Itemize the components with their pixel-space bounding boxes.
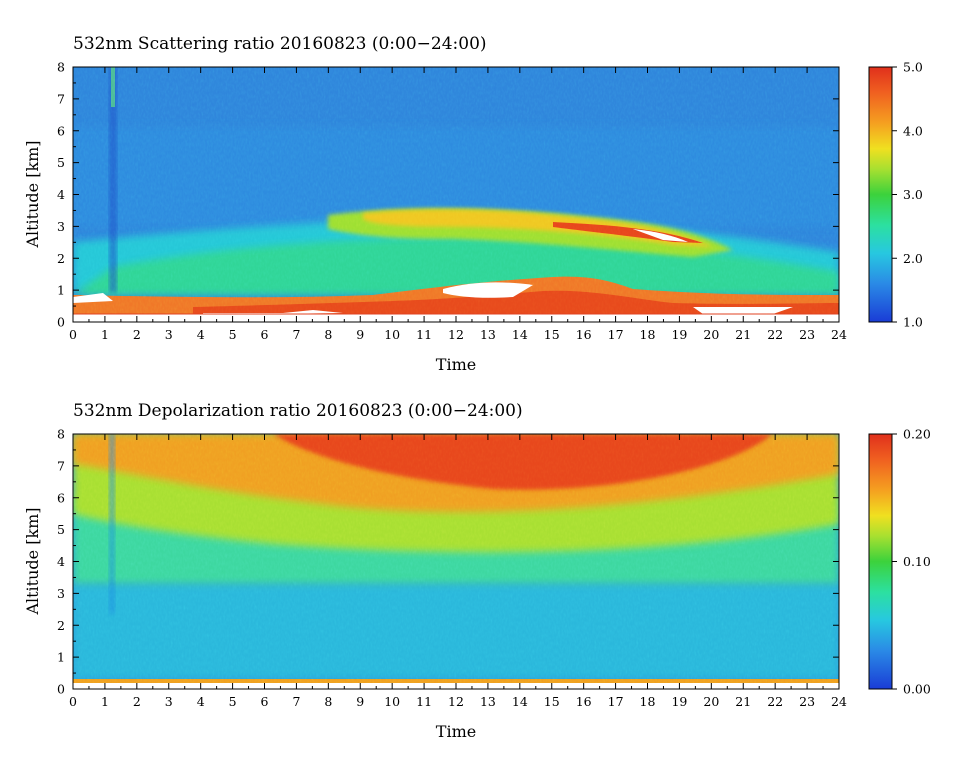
x-tick-label: 12 (448, 694, 464, 709)
x-tick-label: 16 (576, 327, 592, 342)
x-tick-label: 20 (703, 694, 719, 709)
colorbar-gradient (868, 66, 893, 323)
plot-area (72, 66, 840, 323)
y-axis-label: Altitude [km] (23, 507, 42, 615)
y-tick-label: 8 (57, 60, 65, 75)
colorbar: 0.00 0.10 0.20 (868, 427, 931, 697)
x-tick-label: 15 (544, 694, 560, 709)
colorbar-tick-label: 0.10 (903, 554, 931, 569)
x-tick-label: 5 (229, 694, 237, 709)
x-tick-label: 13 (480, 694, 496, 709)
x-tick-label: 11 (416, 694, 432, 709)
colorbar-tick-label: 5.0 (903, 60, 923, 75)
x-tick-label: 2 (133, 327, 141, 342)
x-axis-label: Time (436, 722, 476, 741)
x-tick-label: 22 (767, 327, 783, 342)
colorbar-ticks: 1.0 2.0 3.0 4.0 5.0 (892, 60, 923, 330)
colorbar-tick-label: 2.0 (903, 251, 923, 266)
x-tick-label: 21 (735, 694, 751, 709)
x-tick-label: 23 (799, 327, 815, 342)
y-tick-label: 1 (57, 650, 65, 665)
x-tick-label: 16 (576, 694, 592, 709)
colorbar-tick-label: 4.0 (903, 123, 923, 138)
x-tick-label: 4 (197, 327, 205, 342)
x-tick-label: 19 (671, 327, 687, 342)
x-tick-label: 21 (735, 327, 751, 342)
x-tick-label: 1 (101, 327, 109, 342)
x-tick-label: 9 (356, 694, 364, 709)
colorbar-tick-label: 3.0 (903, 187, 923, 202)
x-tick-label: 19 (671, 694, 687, 709)
scattering-panel: 532nm Scattering ratio 20160823 (0:00−24… (23, 34, 923, 374)
x-tick-label: 18 (640, 327, 656, 342)
y-tick-label: 2 (57, 618, 65, 633)
y-tick-label: 7 (57, 458, 65, 473)
x-tick-label: 11 (416, 327, 432, 342)
y-tick-label: 4 (57, 554, 65, 569)
y-tick-label: 5 (57, 522, 65, 537)
y-tick-label: 5 (57, 155, 65, 170)
x-tick-label: 6 (261, 694, 269, 709)
chart-title: 532nm Scattering ratio 20160823 (0:00−24… (73, 34, 487, 54)
y-tick-label: 6 (57, 490, 65, 505)
x-tick-label: 8 (324, 327, 332, 342)
x-tick-label: 7 (292, 327, 300, 342)
x-tick-label: 5 (229, 327, 237, 342)
y-tick-label: 4 (57, 187, 65, 202)
colorbar: 1.0 2.0 3.0 4.0 5.0 (868, 60, 923, 330)
plot-area (72, 433, 840, 690)
x-tick-label: 17 (608, 694, 624, 709)
x-tick-label: 13 (480, 327, 496, 342)
colorbar-gradient (868, 433, 893, 690)
x-tick-label: 24 (831, 327, 847, 342)
y-tick-label: 0 (57, 315, 65, 330)
y-tick-label: 6 (57, 123, 65, 138)
x-axis-label: Time (436, 355, 476, 374)
x-tick-label: 12 (448, 327, 464, 342)
x-tick-label: 24 (831, 694, 847, 709)
depolarization-panel: 532nm Depolarization ratio 20160823 (0:0… (23, 401, 931, 741)
y-tick-label: 2 (57, 251, 65, 266)
x-tick-label: 0 (69, 694, 77, 709)
x-tick-label: 14 (512, 694, 528, 709)
x-tick-label: 10 (384, 694, 400, 709)
x-tick-label: 15 (544, 327, 560, 342)
y-tick-label: 8 (57, 427, 65, 442)
chart-title: 532nm Depolarization ratio 20160823 (0:0… (73, 401, 523, 421)
x-tick-label: 3 (165, 694, 173, 709)
x-tick-label: 18 (640, 694, 656, 709)
x-tick-label: 2 (133, 694, 141, 709)
colorbar-tick-label: 0.00 (903, 682, 931, 697)
x-tick-label: 20 (703, 327, 719, 342)
colorbar-tick-label: 0.20 (903, 427, 931, 442)
x-tick-label: 0 (69, 327, 77, 342)
x-tick-label: 22 (767, 694, 783, 709)
x-tick-label: 17 (608, 327, 624, 342)
x-tick-label: 7 (292, 694, 300, 709)
x-tick-label: 1 (101, 694, 109, 709)
x-tick-label: 23 (799, 694, 815, 709)
x-tick-label: 8 (324, 694, 332, 709)
colorbar-tick-label: 1.0 (903, 315, 923, 330)
x-tick-label: 3 (165, 327, 173, 342)
y-tick-label: 1 (57, 283, 65, 298)
y-tick-label: 7 (57, 91, 65, 106)
x-tick-label: 10 (384, 327, 400, 342)
colorbar-ticks: 0.00 0.10 0.20 (892, 427, 931, 697)
y-tick-label: 3 (57, 586, 65, 601)
x-tick-label: 4 (197, 694, 205, 709)
y-axis-label: Altitude [km] (23, 140, 42, 248)
axes: 0 1 2 3 4 5 6 7 8 9 10 11 12 13 14 15 16 17 18 19 20 21 22 23 24… (57, 60, 847, 343)
x-tick-label: 6 (261, 327, 269, 342)
y-tick-label: 3 (57, 219, 65, 234)
axes: 0 1 2 3 4 5 6 7 8 9 10 11 12 13 14 15 16 17 18 19 20 21 22 23 24… (57, 427, 847, 710)
y-tick-label: 0 (57, 682, 65, 697)
x-tick-label: 9 (356, 327, 364, 342)
x-tick-label: 14 (512, 327, 528, 342)
